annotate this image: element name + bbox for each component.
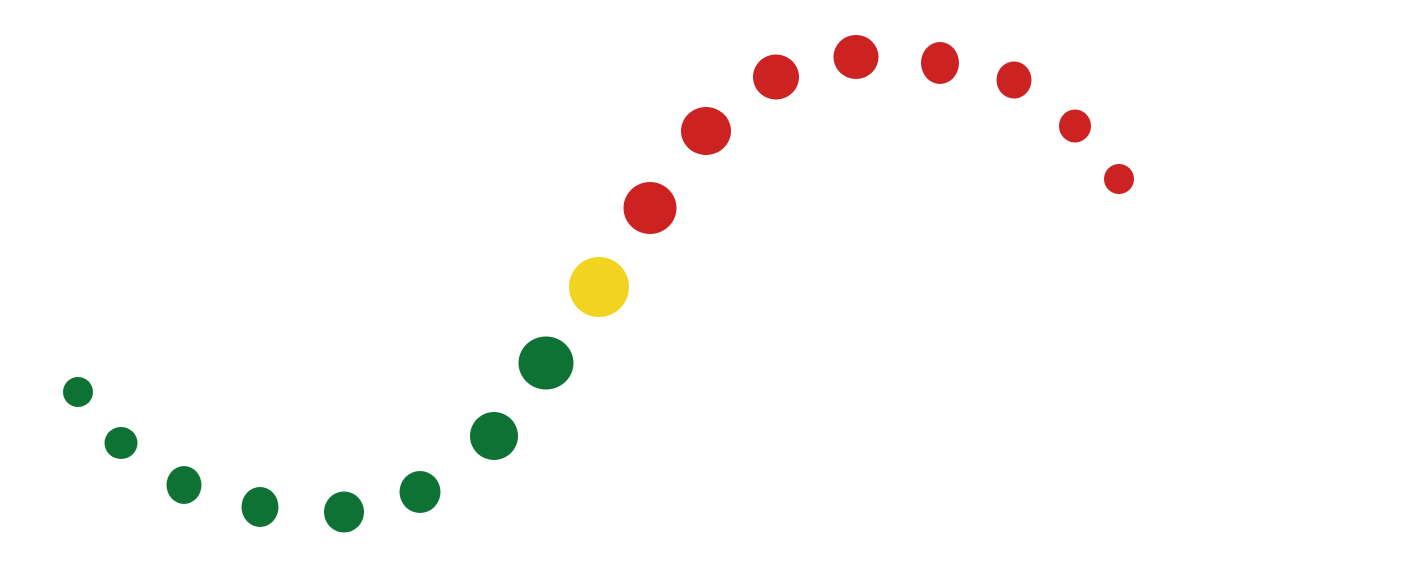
dot-5: [324, 491, 364, 533]
dot-17: [1104, 164, 1134, 194]
dot-16: [1059, 109, 1091, 143]
dot-15: [996, 61, 1032, 99]
dot-13: [833, 35, 879, 79]
dot-6: [399, 471, 441, 513]
dot-9: [569, 257, 629, 317]
dot-2: [104, 427, 138, 459]
dot-1: [63, 377, 93, 407]
dot-3: [166, 466, 202, 504]
dot-10: [623, 182, 677, 234]
dots-layer: [63, 35, 1134, 533]
dot-12: [753, 54, 799, 100]
dot-7: [470, 412, 518, 460]
dot-14: [921, 42, 959, 84]
dot-8: [518, 336, 574, 390]
dot-11: [681, 107, 731, 155]
dot-4: [241, 487, 279, 527]
